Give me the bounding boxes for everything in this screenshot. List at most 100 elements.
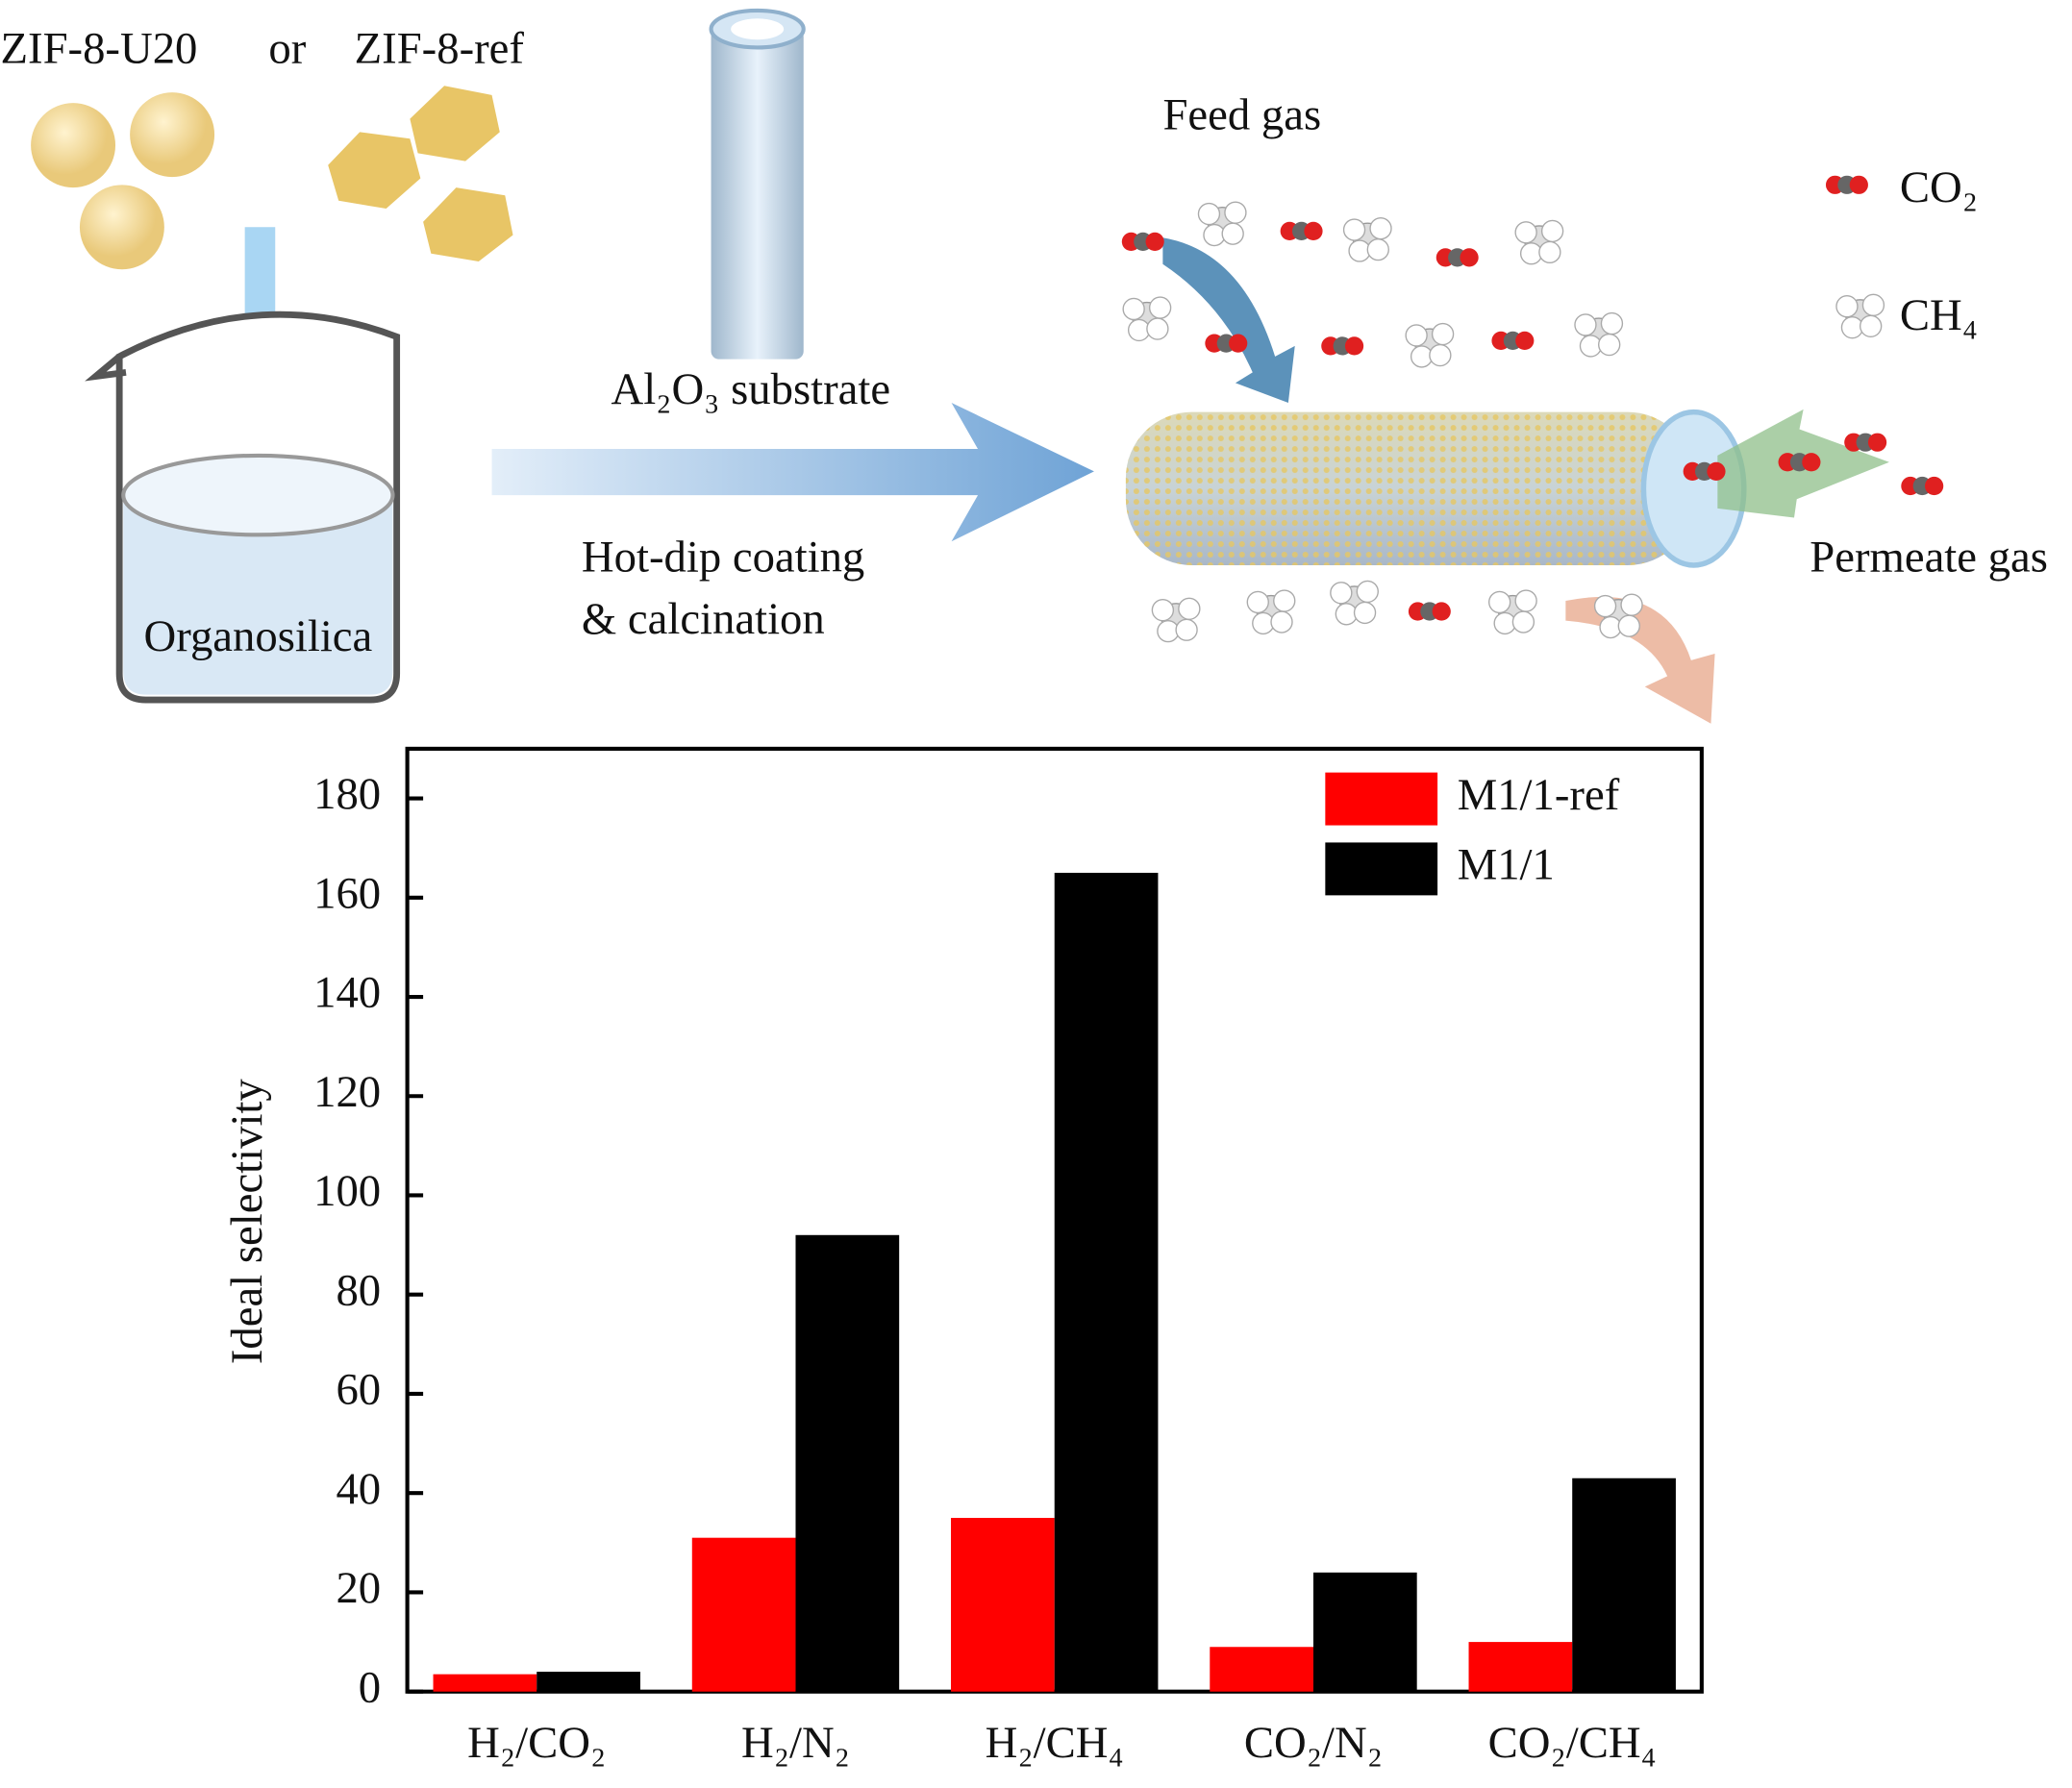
h-atom — [1366, 237, 1389, 261]
h-atom — [1224, 201, 1247, 224]
h-atom — [1514, 221, 1537, 244]
h-atom — [1487, 590, 1511, 614]
o-atom — [1515, 331, 1535, 351]
bar — [1572, 1478, 1676, 1692]
o-atom — [1304, 221, 1323, 241]
y-tick-label: 40 — [336, 1464, 381, 1514]
h-atom — [1221, 222, 1244, 245]
substrate-tube — [711, 29, 804, 360]
bar — [691, 1537, 796, 1692]
process-arrow — [491, 402, 1094, 542]
h-atom — [1511, 610, 1535, 633]
bar — [433, 1674, 537, 1692]
h-atom — [1431, 322, 1455, 346]
h-atom — [1538, 240, 1561, 264]
liquid-surface — [121, 453, 395, 537]
legend-label: CO₂ — [1900, 162, 1978, 212]
x-tick-label: CO₂/CH₄ — [1488, 1718, 1657, 1768]
y-tick-label: 0 — [359, 1662, 381, 1712]
beaker-spout — [85, 354, 127, 382]
particle — [31, 103, 116, 188]
h-atom — [1598, 333, 1621, 357]
legend-label: M1/1 — [1458, 840, 1555, 890]
h-atom — [1405, 324, 1428, 347]
h-atom — [1270, 610, 1293, 633]
molecules — [1121, 175, 1944, 643]
bar — [1312, 1572, 1417, 1692]
y-tick-label: 180 — [313, 769, 381, 819]
label: ZIF-8-ref — [355, 24, 525, 74]
o-atom — [1344, 336, 1364, 356]
o-atom — [1849, 175, 1868, 194]
y-tick-label: 160 — [313, 868, 381, 918]
h-atom — [1620, 593, 1643, 616]
h-atom — [1148, 296, 1172, 319]
particle — [130, 92, 215, 178]
legend-swatch — [1325, 842, 1438, 896]
o-atom — [1802, 453, 1821, 472]
o-atom — [1460, 248, 1479, 267]
label: ZIF-8-U20 — [1, 24, 198, 74]
h-atom — [1514, 589, 1537, 612]
h-atom — [1835, 295, 1859, 318]
h-atom — [1197, 202, 1221, 226]
crystal — [423, 187, 513, 261]
o-atom — [1925, 476, 1944, 496]
x-tick-label: H₂/CH₄ — [986, 1718, 1124, 1768]
y-tick-label: 80 — [336, 1265, 381, 1315]
h-atom — [1600, 311, 1624, 335]
h-atom — [1175, 618, 1198, 641]
x-tick-label: CO₂/N₂ — [1244, 1718, 1383, 1768]
bar — [951, 1518, 1055, 1692]
label: Feed gas — [1162, 89, 1321, 139]
legend-swatch — [1325, 772, 1438, 826]
h-atom — [1178, 597, 1201, 620]
h-atom — [1429, 343, 1452, 367]
h-atom — [1151, 598, 1175, 622]
o-atom — [1707, 461, 1726, 482]
feed-arrow — [1162, 237, 1295, 403]
h-atom — [1356, 580, 1379, 604]
schematic-text: ZIF-8-U20 or ZIF-8-ref Organosilica Al₂O… — [1, 24, 2048, 661]
h-atom — [1122, 297, 1145, 321]
h-atom — [1353, 601, 1377, 625]
o-atom — [1229, 334, 1248, 353]
h-atom — [1861, 293, 1885, 317]
label: Permeate gas — [1810, 533, 2048, 583]
y-tick-label: 100 — [313, 1166, 381, 1216]
bar — [1468, 1642, 1573, 1692]
membrane-layer — [1125, 411, 1694, 565]
h-atom — [1369, 216, 1392, 240]
bar — [1210, 1647, 1313, 1692]
particle — [79, 185, 164, 270]
h-atom — [1540, 219, 1564, 243]
bar — [795, 1234, 900, 1692]
label: Hot-dip coating — [582, 533, 864, 583]
y-tick-label: 120 — [313, 1067, 381, 1117]
schematic — [31, 8, 1944, 724]
o-atom — [1867, 433, 1887, 452]
label: Organosilica — [144, 611, 373, 661]
bar — [537, 1672, 640, 1692]
h-atom — [1593, 594, 1617, 618]
o-atom — [1145, 232, 1164, 252]
x-tick-label: H₂/N₂ — [741, 1718, 850, 1768]
h-atom — [1574, 313, 1597, 336]
h-atom — [1146, 317, 1169, 340]
tube-bore — [731, 18, 785, 40]
label: Al₂O₃ substrate — [611, 364, 890, 414]
label: or — [268, 24, 306, 74]
y-tick-label: 20 — [336, 1563, 381, 1613]
h-atom — [1860, 314, 1883, 337]
x-tick-label: H₂/CO₂ — [467, 1718, 606, 1768]
o-atom — [1432, 602, 1451, 621]
retentate-arrow — [1565, 596, 1715, 724]
h-atom — [1246, 590, 1269, 614]
legend-label: M1/1-ref — [1458, 770, 1620, 820]
y-axis-label: Ideal selectivity — [222, 1079, 272, 1365]
h-atom — [1617, 614, 1640, 637]
bar — [1054, 872, 1159, 1692]
crystal — [410, 86, 500, 161]
